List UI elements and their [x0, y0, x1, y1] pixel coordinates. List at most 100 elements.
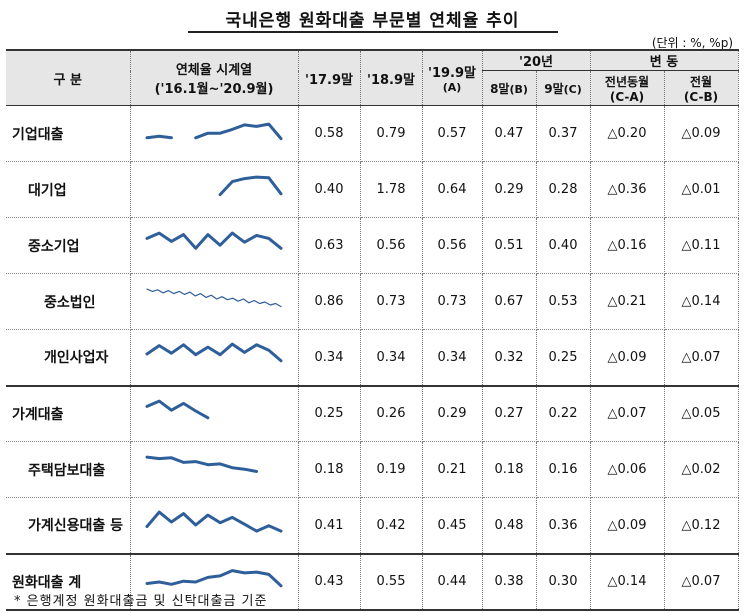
cell-v17: 0.40	[297, 161, 361, 218]
cell-aug: 0.48	[481, 497, 537, 554]
header-col-18: '18.9말	[359, 49, 423, 106]
cell-v17: 0.18	[297, 441, 361, 498]
sparkline-series	[145, 342, 283, 363]
header-col-sep-tag: (C)	[563, 82, 582, 96]
table-row-total: 원화대출 계 0.43 0.55 0.44 0.38 0.30 △0.14 △0…	[6, 552, 739, 611]
cell-v18: 0.79	[359, 105, 423, 162]
cell-v19: 0.45	[421, 497, 483, 554]
cell-yoy: △0.07	[589, 385, 665, 442]
header-col-yoy: 전년동월 (C-A)	[589, 70, 665, 106]
cell-aug: 0.27	[481, 385, 537, 442]
sparkline-series	[218, 175, 283, 196]
row-name: 개인사업자	[6, 329, 131, 387]
cell-aug: 0.67	[481, 273, 537, 330]
row-name: 중소기업	[6, 217, 131, 274]
row-name: 주택담보대출	[6, 441, 131, 498]
cell-v18: 0.34	[359, 329, 423, 387]
cell-v18: 1.78	[359, 161, 423, 218]
cell-mom: △0.07	[663, 329, 739, 387]
sparkline-series	[146, 288, 282, 307]
table-row: 중소기업 0.63 0.56 0.56 0.51 0.40 △0.16 △0.1…	[6, 217, 739, 274]
cell-mom: △0.01	[663, 161, 739, 218]
cell-aug: 0.29	[481, 161, 537, 218]
cell-v17: 0.25	[297, 385, 361, 442]
cell-yoy: △0.20	[589, 105, 665, 162]
header-col-17: '17.9말	[297, 49, 361, 106]
sparkline-cell	[129, 105, 299, 162]
cell-v17: 0.41	[297, 497, 361, 554]
cell-v18: 0.73	[359, 273, 423, 330]
unit-label: (단위 : %, %p)	[651, 36, 733, 50]
cell-v17: 0.34	[297, 329, 361, 387]
cell-mom: △0.07	[663, 552, 739, 611]
header-series-line1: 연체율 시계열	[175, 63, 253, 78]
cell-sep: 0.36	[535, 497, 591, 554]
cell-mom: △0.14	[663, 273, 739, 330]
title-underline	[188, 31, 558, 33]
cell-v19: 0.73	[421, 273, 483, 330]
table-row: 개인사업자 0.34 0.34 0.34 0.32 0.25 △0.09 △0.…	[6, 329, 739, 387]
header-group-change: 변 동	[589, 49, 739, 71]
cell-aug: 0.38	[481, 552, 537, 611]
cell-v17: 0.43	[297, 552, 361, 611]
header-group-20: '20년	[481, 49, 591, 71]
sparkline-chart	[145, 455, 259, 473]
cell-yoy: △0.09	[589, 497, 665, 554]
sparkline-series	[145, 568, 283, 587]
row-name: 가계신용대출 등	[6, 497, 131, 554]
header-col-19-line2: (A)	[442, 81, 462, 94]
cell-v17: 0.58	[297, 105, 361, 162]
sparkline-series	[145, 399, 210, 420]
cell-v18: 0.56	[359, 217, 423, 274]
cell-yoy: △0.06	[589, 441, 665, 498]
sparkline-series	[145, 510, 283, 533]
sparkline-chart	[145, 342, 283, 363]
table-row: 주택담보대출 0.18 0.19 0.21 0.18 0.16 △0.06 △0…	[6, 441, 739, 498]
table-row: 중소법인 0.86 0.73 0.73 0.67 0.53 △0.21 △0.1…	[6, 273, 739, 330]
cell-v19: 0.57	[421, 105, 483, 162]
cell-v19: 0.64	[421, 161, 483, 218]
sparkline-cell	[129, 217, 299, 274]
cell-yoy: △0.36	[589, 161, 665, 218]
page-title: 국내은행 원화대출 부문별 연체율 추이	[225, 11, 520, 31]
cell-sep: 0.16	[535, 441, 591, 498]
header-col-yoy-line2: (C-A)	[609, 89, 645, 104]
sparkline-chart	[145, 510, 283, 533]
header-col-sep-label: 9말	[544, 81, 564, 96]
header-col-sep: 9말(C)	[535, 70, 591, 106]
header-col-mom-line1: 전월	[689, 74, 713, 89]
sparkline-chart	[146, 288, 282, 307]
header-col-19: '19.9말 (A)	[421, 49, 483, 106]
header-col-mom: 전월 (C-B)	[663, 70, 739, 106]
table-row: 기업대출 0.58 0.79 0.57 0.47 0.37 △0.20 △0.0…	[6, 105, 739, 162]
cell-v19: 0.56	[421, 217, 483, 274]
sparkline-chart	[145, 568, 283, 587]
row-name: 원화대출 계	[6, 552, 131, 611]
sparkline-cell	[129, 497, 299, 554]
table-row: 가계신용대출 등 0.41 0.42 0.45 0.48 0.36 △0.09 …	[6, 497, 739, 554]
sparkline-series	[145, 134, 173, 139]
table-row: 대기업 0.40 1.78 0.64 0.29 0.28 △0.36 △0.01	[6, 161, 739, 218]
delinquency-table: 구 분 연체율 시계열 ('16.1월~'20.9월) '17.9말 '18.9…	[6, 49, 739, 611]
cell-v17: 0.63	[297, 217, 361, 274]
cell-v18: 0.55	[359, 552, 423, 611]
cell-mom: △0.09	[663, 105, 739, 162]
table-row: 가계대출 0.25 0.26 0.29 0.27 0.22 △0.07 △0.0…	[6, 385, 739, 442]
cell-mom: △0.11	[663, 217, 739, 274]
cell-sep: 0.25	[535, 329, 591, 387]
header-col-aug: 8말(B)	[481, 70, 537, 106]
row-name: 대기업	[6, 161, 131, 218]
sparkline-cell	[129, 552, 299, 611]
row-name: 기업대출	[6, 105, 131, 162]
sparkline-cell	[129, 161, 299, 218]
cell-v19: 0.21	[421, 441, 483, 498]
header-series-line2: ('16.1월~'20.9월)	[154, 82, 274, 97]
cell-v18: 0.26	[359, 385, 423, 442]
cell-aug: 0.18	[481, 441, 537, 498]
sparkline-cell	[129, 329, 299, 387]
sparkline-series	[194, 122, 283, 140]
sparkline-chart	[145, 122, 283, 140]
header-category: 구 분	[6, 49, 131, 106]
cell-aug: 0.32	[481, 329, 537, 387]
cell-yoy: △0.09	[589, 329, 665, 387]
